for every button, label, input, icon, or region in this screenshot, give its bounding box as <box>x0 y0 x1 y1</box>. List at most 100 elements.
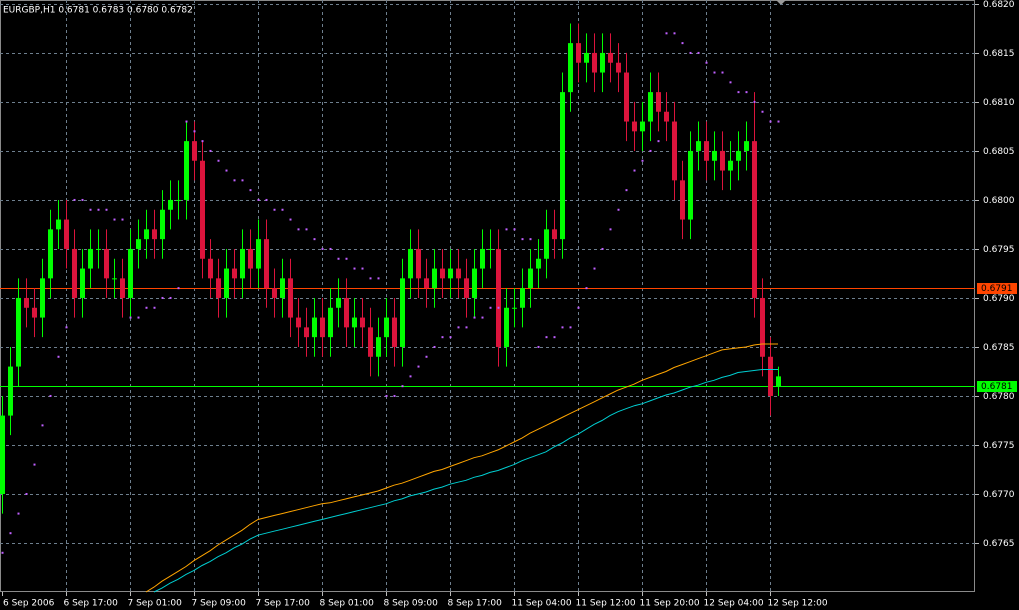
candle-body <box>216 278 221 298</box>
sar-dot <box>545 336 548 339</box>
sar-dot <box>753 100 756 103</box>
candle-body <box>208 258 213 279</box>
sar-dot <box>497 306 500 309</box>
sar-dot <box>193 130 196 133</box>
price-label-box <box>977 283 1017 294</box>
candle-body <box>0 415 5 494</box>
price-label-box <box>977 381 1017 392</box>
candle-body <box>656 92 661 112</box>
sar-dot <box>49 394 52 397</box>
sar-dot <box>369 277 372 280</box>
sar-dot <box>441 336 444 339</box>
candle-body <box>528 268 533 289</box>
candle-body <box>560 92 565 240</box>
candle-body <box>568 43 573 93</box>
candle-body <box>464 278 469 298</box>
sar-dot <box>641 159 644 162</box>
sar-dot <box>97 208 100 211</box>
candle-body <box>56 219 61 230</box>
sar-dot <box>321 247 324 250</box>
candle-body <box>744 141 749 151</box>
candle-body <box>88 248 93 269</box>
sar-dot <box>289 218 292 221</box>
sar-dot <box>201 140 204 143</box>
sar-dot <box>625 189 628 192</box>
candle-body <box>776 376 781 387</box>
y-tick-label: 0.6770 <box>983 490 1015 500</box>
candle-body <box>616 62 621 73</box>
x-tick-label: 7 Sep 09:00 <box>192 599 247 609</box>
sar-dot <box>65 326 68 329</box>
candle-body <box>128 248 133 298</box>
x-tick-label: 6 Sep 2006 <box>3 599 55 609</box>
candle-body <box>632 121 637 132</box>
sar-dot <box>649 149 652 152</box>
shift-marker <box>776 0 786 5</box>
sar-dot <box>297 228 300 231</box>
candle-body <box>536 258 541 269</box>
candle-body <box>736 150 741 161</box>
candle-body <box>360 317 365 328</box>
x-tick-label: 8 Sep 09:00 <box>384 599 439 609</box>
sar-dot <box>617 208 620 211</box>
sar-dot <box>265 198 268 201</box>
candle-body <box>728 160 733 171</box>
candle-body <box>312 317 317 338</box>
candle-body <box>280 278 285 298</box>
candle-body <box>256 239 261 269</box>
sar-dot <box>233 179 236 182</box>
sar-dot <box>25 492 28 495</box>
candle-body <box>664 111 669 122</box>
sar-dot <box>17 512 20 515</box>
candle-body <box>544 229 549 259</box>
candle-body <box>136 239 141 249</box>
sar-dot <box>657 140 660 143</box>
candle-body <box>192 141 197 161</box>
sar-dot <box>537 345 540 348</box>
sar-dot <box>257 198 260 201</box>
candle-body <box>264 239 269 289</box>
sar-dot <box>449 336 452 339</box>
candle-body <box>576 43 581 63</box>
sar-dot <box>513 228 516 231</box>
sar-dot <box>81 198 84 201</box>
y-tick-label: 0.6820 <box>983 0 1015 10</box>
sar-dot <box>169 296 172 299</box>
sar-dot <box>745 91 748 94</box>
sar-dot <box>113 218 116 221</box>
candle-body <box>184 141 189 200</box>
candle-body <box>600 52 605 73</box>
sar-dot <box>185 120 188 123</box>
sar-dot <box>137 316 140 319</box>
x-tick-label: 8 Sep 17:00 <box>448 599 503 609</box>
candle-body <box>64 219 69 249</box>
candle-body <box>16 297 21 367</box>
y-tick-label: 0.6815 <box>983 49 1015 59</box>
sar-dot <box>89 208 92 211</box>
sar-dot <box>225 169 228 172</box>
candle-body <box>680 180 685 220</box>
candle-body <box>328 307 333 338</box>
y-tick-label: 0.6780 <box>983 392 1015 402</box>
candle-body <box>400 278 405 347</box>
sar-dot <box>33 463 36 466</box>
sar-dot <box>105 208 108 211</box>
sar-dot <box>737 91 740 94</box>
candle-body <box>432 268 437 289</box>
sar-dot <box>489 306 492 309</box>
x-tick-label: 11 Sep 20:00 <box>640 599 700 609</box>
candle-body <box>696 141 701 151</box>
sar-dot <box>313 238 316 241</box>
candle-body <box>480 248 485 269</box>
sar-dot <box>673 32 676 35</box>
candle-body <box>720 150 725 171</box>
candle-body <box>224 268 229 298</box>
candle-body <box>304 327 309 338</box>
candle-body <box>416 248 421 279</box>
sar-dot <box>345 257 348 260</box>
sar-dot <box>601 247 604 250</box>
sar-dot <box>161 296 164 299</box>
candle-body <box>336 297 341 308</box>
candle-body <box>448 268 453 279</box>
x-tick-label: 8 Sep 01:00 <box>320 599 375 609</box>
